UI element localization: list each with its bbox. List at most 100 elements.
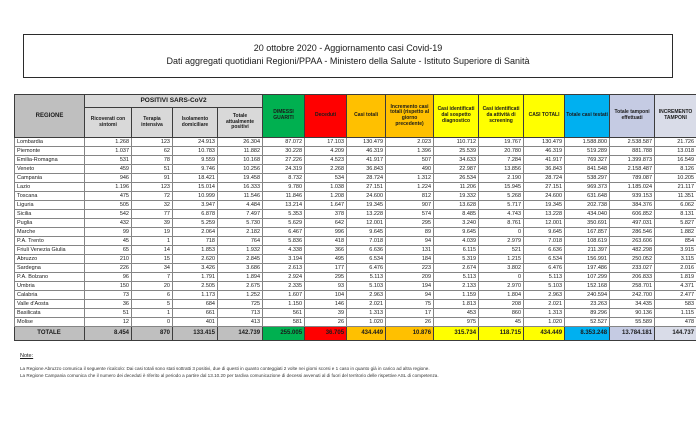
notes-section: Note: La Regione Abruzzo comunica il seg… (20, 353, 696, 380)
col-header-casi-sospetto: Casi identificati dal sospetto diagnosti… (434, 95, 479, 138)
value-cell: 28.724 (347, 174, 386, 183)
col-header-deceduti: Deceduti (305, 95, 347, 138)
value-cell: 1.894 (218, 273, 263, 282)
region-name: P.A. Trento (15, 237, 85, 246)
region-name: Liguria (15, 201, 85, 210)
col-header-isolamento: Isolamento domiciliare (173, 108, 218, 138)
value-cell: 860 (479, 309, 524, 318)
value-cell: 764 (218, 237, 263, 246)
value-cell: 6.534 (347, 255, 386, 264)
value-cell: 538.297 (565, 174, 610, 183)
value-cell: 2.613 (263, 264, 305, 273)
covid-data-table: REGIONE POSITIVI SARS-CoV2 DIMESSI GUARI… (14, 94, 696, 341)
value-cell: 10.256 (218, 165, 263, 174)
region-name: Puglia (15, 219, 85, 228)
value-cell: 542 (85, 210, 132, 219)
value-cell: 3.947 (173, 201, 218, 210)
value-cell: 36.843 (347, 165, 386, 174)
value-cell: 5.717 (479, 201, 524, 210)
col-header-casi-screening: Casi identificati da attività di screeni… (479, 95, 524, 138)
value-cell: 1.813 (434, 300, 479, 309)
value-cell: 24.600 (347, 192, 386, 201)
value-cell: 684 (173, 300, 218, 309)
value-cell: 15.945 (479, 183, 524, 192)
value-cell: 1.252 (218, 291, 263, 300)
value-cell: 150 (85, 282, 132, 291)
value-cell: 2.268 (305, 165, 347, 174)
value-cell: 2.021 (524, 300, 565, 309)
value-cell: 10.168 (218, 156, 263, 165)
value-cell: 27.226 (263, 156, 305, 165)
value-cell: 5.353 (263, 210, 305, 219)
value-cell: 9.645 (347, 228, 386, 237)
value-cell: 13.214 (263, 201, 305, 210)
value-cell: 26 (305, 318, 347, 327)
value-cell: 34 (132, 264, 173, 273)
region-name: Sardegna (15, 264, 85, 273)
region-name: Veneto (15, 165, 85, 174)
value-cell: 131 (386, 246, 434, 255)
value-cell: 17 (386, 309, 434, 318)
value-cell: 26 (386, 318, 434, 327)
value-cell: 5.259 (173, 219, 218, 228)
value-cell: 258.701 (610, 282, 655, 291)
value-cell: 123 (132, 138, 173, 147)
value-cell: 211.397 (565, 246, 610, 255)
value-cell: 4.523 (305, 156, 347, 165)
value-cell: 25.539 (434, 147, 479, 156)
value-cell: 3.802 (479, 264, 524, 273)
value-cell: 1.020 (347, 318, 386, 327)
value-cell: 14 (132, 246, 173, 255)
value-cell: 3.426 (173, 264, 218, 273)
value-cell: 9.559 (173, 156, 218, 165)
value-cell: 118.715 (479, 327, 524, 341)
col-group-header-positivi: POSITIVI SARS-CoV2 (85, 95, 263, 108)
value-cell: 19.332 (434, 192, 479, 201)
value-cell: 4.371 (655, 282, 696, 291)
value-cell: 46.319 (347, 147, 386, 156)
value-cell: 52.527 (565, 318, 610, 327)
value-cell: 152.168 (565, 282, 610, 291)
value-cell: 5.319 (434, 255, 479, 264)
value-cell: 5.629 (263, 219, 305, 228)
value-cell: 130.479 (524, 138, 565, 147)
value-cell: 1.224 (386, 183, 434, 192)
value-cell: 2.158.487 (610, 165, 655, 174)
value-cell: 11.846 (263, 192, 305, 201)
value-cell: 6.636 (524, 246, 565, 255)
value-cell: 123 (132, 183, 173, 192)
value-cell: 482.298 (610, 246, 655, 255)
value-cell: 12.001 (347, 219, 386, 228)
value-cell: 4.209 (305, 147, 347, 156)
value-cell: 77 (132, 210, 173, 219)
value-cell: 45 (479, 318, 524, 327)
col-header-tot-positivi: Totale attualmente positivi (218, 108, 263, 138)
value-cell: 631.648 (565, 192, 610, 201)
value-cell: 36.843 (524, 165, 565, 174)
value-cell: 51 (132, 165, 173, 174)
value-cell: 812 (386, 192, 434, 201)
value-cell: 315.734 (434, 327, 479, 341)
value-cell: 401 (173, 318, 218, 327)
value-cell: 1.208 (305, 192, 347, 201)
value-cell: 210 (85, 255, 132, 264)
region-name: Basilicata (15, 309, 85, 318)
region-name: Umbria (15, 282, 85, 291)
value-cell: 8.485 (434, 210, 479, 219)
value-cell: 10.783 (173, 147, 218, 156)
value-cell: 144.737 (655, 327, 696, 341)
value-cell: 65 (85, 246, 132, 255)
value-cell: 11.546 (218, 192, 263, 201)
value-cell: 6 (132, 291, 173, 300)
value-cell: 1.313 (347, 309, 386, 318)
value-cell: 209 (386, 273, 434, 282)
value-cell: 505 (85, 201, 132, 210)
